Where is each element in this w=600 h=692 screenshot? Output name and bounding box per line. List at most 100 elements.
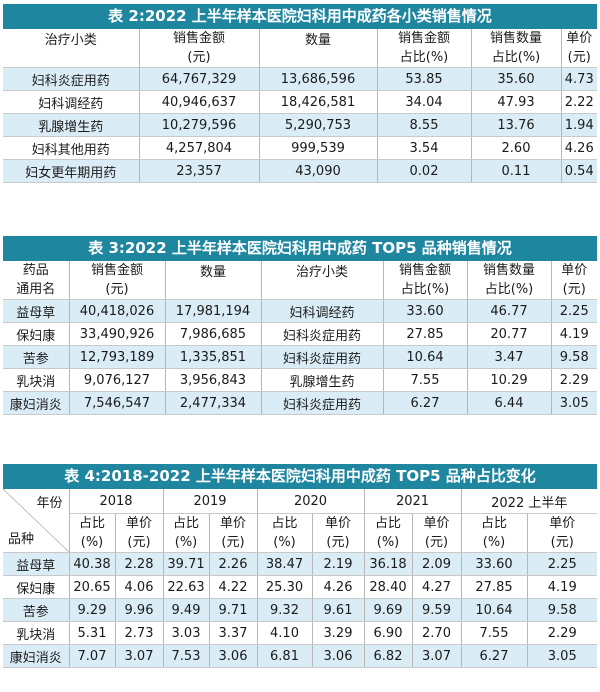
- cell-qty-share: 20.77: [467, 322, 552, 346]
- cell-amount: 64,767,329: [139, 67, 260, 91]
- cell-price: 2.19: [312, 552, 365, 576]
- col-header-drug: 药品 通用名: [3, 261, 70, 300]
- table4-title: 表 4:2018-2022 上半年样本医院妇科用中成药 TOP5 品种占比变化: [3, 464, 597, 489]
- cell-qty-share: 0.11: [471, 159, 562, 183]
- table3: 表 3:2022 上半年样本医院妇科用中成药 TOP5 品种销售情况 药品 通用名…: [3, 236, 597, 415]
- cell-amount: 40,946,637: [139, 90, 260, 114]
- col-header-qty: 数量: [165, 261, 262, 300]
- col-header-price: 单价 (元): [551, 261, 597, 300]
- year-header: 2022 上半年: [461, 489, 597, 514]
- cell-qty: 18,426,581: [259, 90, 378, 114]
- table-row: 保妇康 33,490,926 7,986,685 妇科炎症用药 27.85 20…: [3, 322, 597, 346]
- col-header-share: 占比 (%): [461, 513, 528, 553]
- cell-share: 6.90: [364, 621, 413, 645]
- col-header-unit: (元): [562, 282, 586, 297]
- table-row: 苦参 9.29 9.96 9.49 9.71 9.32 9.61 9.69 9.…: [3, 598, 597, 622]
- cell-amount: 12,793,189: [69, 345, 166, 369]
- col-header-share: 占比 (%): [364, 513, 413, 553]
- col-header-text: 单价: [566, 31, 593, 46]
- table3-grid: 药品 通用名 销售金额 (元) 数量 治疗小类 销售金额 占比(%) 销售数量 占比(%…: [3, 261, 597, 415]
- cell-amount-share: 53.85: [377, 67, 472, 91]
- col-header-text: 单价: [423, 516, 450, 531]
- cell-amount-share: 0.02: [377, 159, 472, 183]
- col-header-unit: (%): [482, 535, 506, 550]
- table4-grid: 年份 品种 2018 2019 2020 2021 2022 上半年 占比 (%)…: [3, 489, 597, 668]
- cell-price: 4.27: [412, 575, 462, 599]
- cell-category: 妇科炎症用药: [261, 345, 384, 369]
- cell-share: 36.18: [364, 552, 413, 576]
- col-header-text: 药品: [22, 263, 49, 278]
- cell-price: 9.58: [527, 598, 597, 622]
- cell-price: 9.59: [412, 598, 462, 622]
- cell-qty: 1,335,851: [165, 345, 262, 369]
- cell-drug: 益母草: [3, 299, 70, 323]
- cell-share: 20.65: [69, 575, 116, 599]
- col-header-unit: 占比(%): [399, 50, 449, 65]
- cell-amount: 10,279,596: [139, 113, 260, 137]
- col-header-unit: (%): [174, 535, 198, 550]
- cell-drug: 保妇康: [3, 575, 70, 599]
- cell-category: 妇科炎症用药: [261, 391, 384, 415]
- cell-drug: 康妇消炎: [3, 391, 70, 415]
- col-header-price: 单价 (元): [209, 513, 258, 553]
- col-header-amount: 销售金额 (元): [139, 29, 260, 68]
- cell-share: 6.82: [364, 644, 413, 668]
- col-header-text: 销售金额: [172, 31, 225, 46]
- table-row: 保妇康 20.65 4.06 22.63 4.22 25.30 4.26 28.…: [3, 575, 597, 599]
- cell-price: 4.26: [561, 136, 597, 160]
- cell-share: 27.85: [461, 575, 528, 599]
- year-header: 2020: [257, 489, 365, 514]
- col-header-unit: (元): [567, 50, 591, 65]
- cell-qty: 5,290,753: [259, 113, 378, 137]
- corner-drug-label: 品种: [8, 532, 35, 547]
- table-row: 益母草 40,418,026 17,981,194 妇科调经药 33.60 46…: [3, 299, 597, 323]
- cell-qty-share: 13.76: [471, 113, 562, 137]
- col-header-price: 单价 (元): [412, 513, 462, 553]
- cell-price: 2.09: [412, 552, 462, 576]
- cell-category: 妇科炎症用药: [3, 67, 140, 91]
- col-header-unit: (元): [127, 535, 151, 550]
- cell-share: 9.69: [364, 598, 413, 622]
- cell-category: 乳腺增生药: [3, 113, 140, 137]
- col-header-share: 占比 (%): [163, 513, 210, 553]
- cell-price: 2.22: [561, 90, 597, 114]
- col-header-unit: (元): [187, 50, 211, 65]
- cell-price: 2.25: [527, 552, 597, 576]
- cell-qty: 7,986,685: [165, 322, 262, 346]
- col-header-price: 单价 (元): [527, 513, 597, 553]
- cell-category: 妇科其他用药: [3, 136, 140, 160]
- cell-qty: 13,686,596: [259, 67, 378, 91]
- col-header-text: 占比: [271, 516, 298, 531]
- cell-share: 25.30: [257, 575, 313, 599]
- cell-price: 3.37: [209, 621, 258, 645]
- cell-price: 4.26: [312, 575, 365, 599]
- cell-share: 4.10: [257, 621, 313, 645]
- table-row: 妇科调经药 40,946,637 18,426,581 34.04 47.93 …: [3, 90, 597, 114]
- table-row: 乳块消 5.31 2.73 3.03 3.37 4.10 3.29 6.90 2…: [3, 621, 597, 645]
- cell-price: 2.26: [209, 552, 258, 576]
- cell-share: 7.53: [163, 644, 210, 668]
- corner-year-label: 年份: [36, 496, 63, 511]
- col-header-unit: (%): [376, 535, 400, 550]
- cell-share: 9.29: [69, 598, 116, 622]
- col-header-text: 占比: [172, 516, 199, 531]
- cell-qty: 43,090: [259, 159, 378, 183]
- col-header-amount: 销售金额 (元): [69, 261, 166, 300]
- col-header-text: 销售金额: [90, 263, 143, 278]
- table2-title: 表 2:2022 上半年样本医院妇科用中成药各小类销售情况: [3, 4, 597, 29]
- table3-title: 表 3:2022 上半年样本医院妇科用中成药 TOP5 品种销售情况: [3, 236, 597, 261]
- corner-header: 年份 品种: [3, 489, 70, 553]
- cell-share: 28.40: [364, 575, 413, 599]
- col-header-text: 单价: [549, 516, 576, 531]
- col-header-text: 单价: [324, 516, 351, 531]
- col-header-unit: (元): [221, 535, 245, 550]
- table-row: 乳块消 9,076,127 3,956,843 乳腺增生药 7.55 10.29…: [3, 368, 597, 392]
- cell-drug: 苦参: [3, 598, 70, 622]
- cell-qty: 2,477,334: [165, 391, 262, 415]
- cell-amount-share: 6.27: [383, 391, 468, 415]
- cell-price: 2.28: [115, 552, 164, 576]
- cell-amount-share: 33.60: [383, 299, 468, 323]
- cell-share: 10.64: [461, 598, 528, 622]
- col-header-unit: (%): [273, 535, 296, 550]
- col-header-unit: (元): [326, 535, 350, 550]
